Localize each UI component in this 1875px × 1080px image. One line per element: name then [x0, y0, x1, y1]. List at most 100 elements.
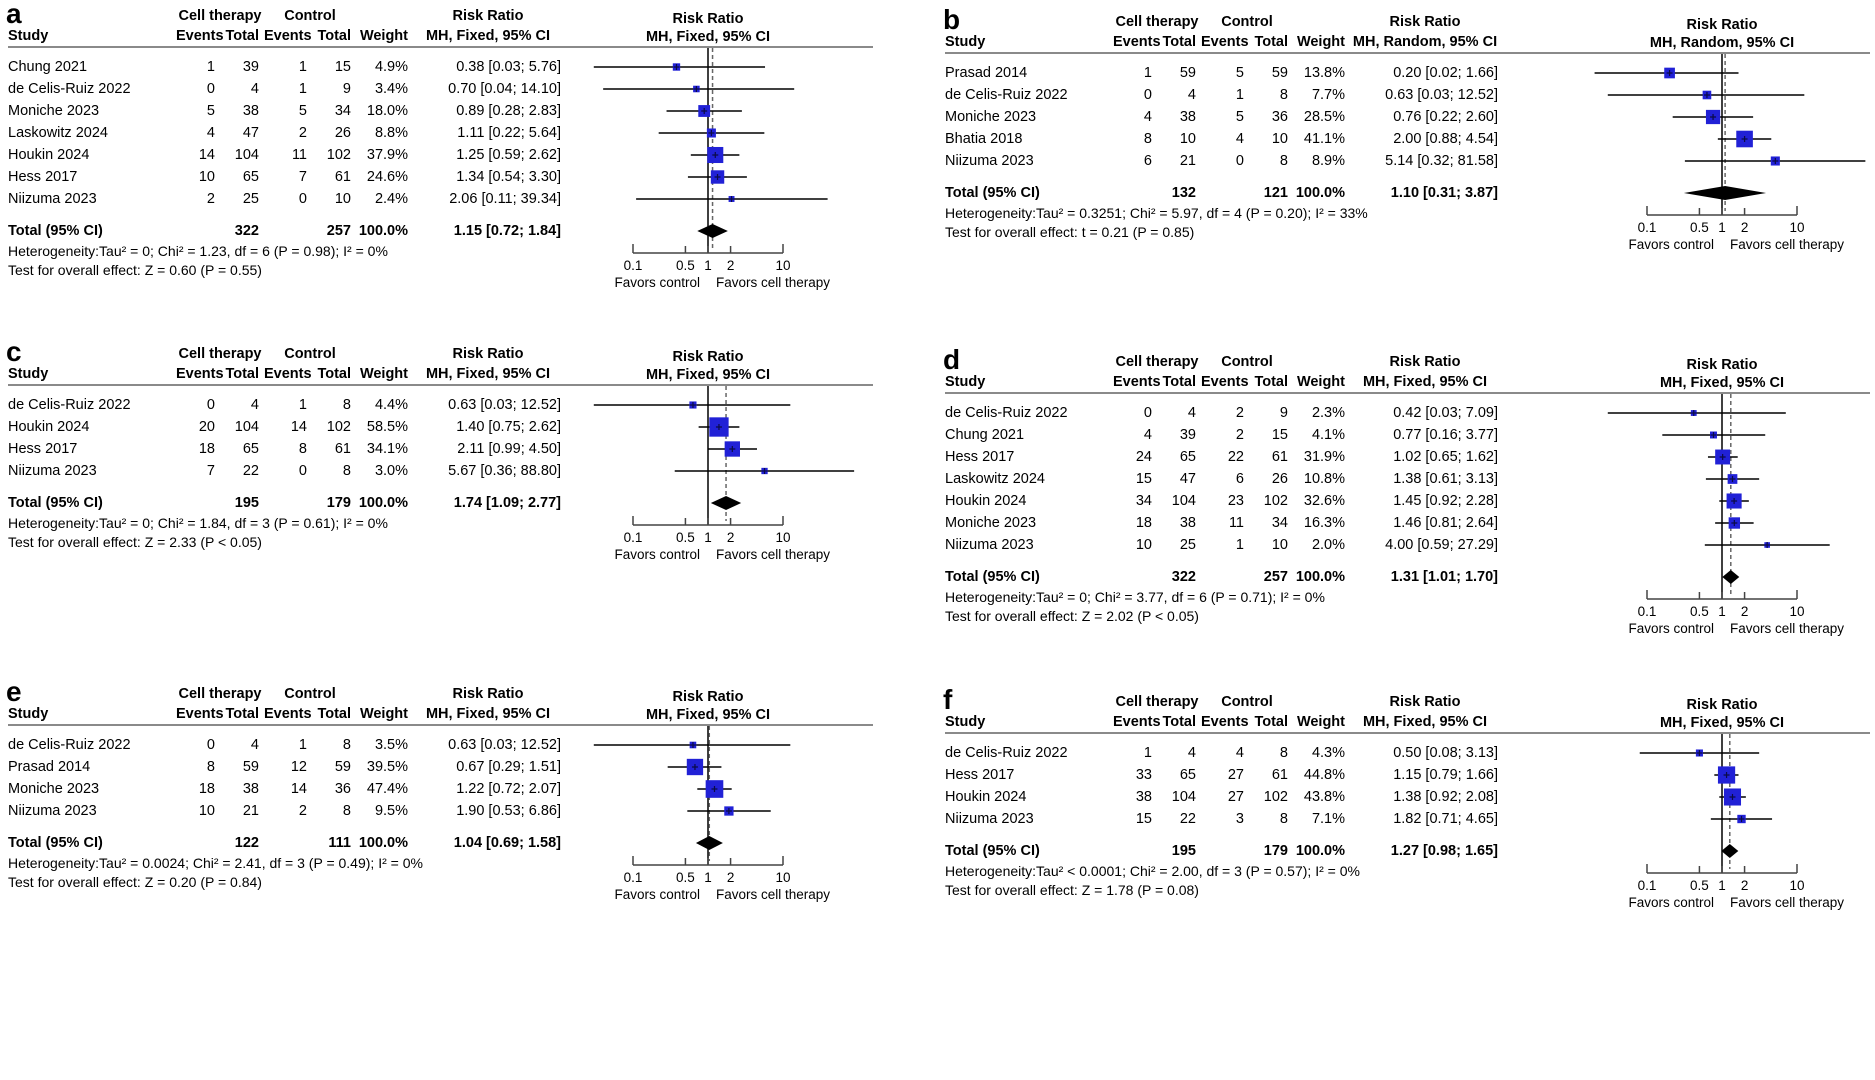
study-header: Study: [945, 714, 986, 730]
risk-ratio-ci: 1.25 [0.59; 2.62]: [456, 147, 561, 163]
effect-point-cross: [1666, 70, 1673, 76]
events2-header: Events: [264, 706, 312, 722]
total-weight: 100.0%: [358, 495, 408, 511]
ci-model-header: MH, Fixed, 95% CI: [425, 706, 551, 722]
control-total: 34: [1271, 515, 1288, 531]
effect-point-cross: [1690, 410, 1697, 416]
cell-total: 104: [1171, 789, 1196, 805]
study-row: Niizuma 2023 2 25 0 10 2.4% 2.06 [0.11; 39.34]: [8, 188, 563, 210]
total-risk-ratio-ci: 1.74 [1.09; 2.77]: [453, 495, 561, 511]
effect-point-cross: [1741, 136, 1748, 142]
group2-header: Control: [1221, 14, 1273, 30]
axis-tick-label: 0.5: [1690, 878, 1709, 893]
favors-cell-therapy-label: Favors cell therapy: [716, 887, 830, 902]
risk-ratio-ci: 0.67 [0.29; 1.51]: [456, 759, 561, 775]
weight-value: 4.1%: [1311, 427, 1345, 443]
study-row: de Celis-Ruiz 2022 0 4 2 9 2.3% 0.42 [0.03; 7.…: [945, 402, 1500, 424]
total1-header: Total: [225, 366, 259, 382]
cell-events: 0: [206, 737, 215, 753]
panel-c: c Cell therapy Control Risk Ratio Study Event…: [6, 338, 873, 565]
favors-control-label: Favors control: [1628, 895, 1714, 910]
total-row: Total (95% CI) 132 121 100.0% 1.10 [0.31; 3.…: [945, 182, 1500, 204]
favors-control-label: Favors control: [1628, 237, 1714, 252]
total-cell-events: [176, 492, 220, 514]
weight-value: 13.8%: [1303, 65, 1345, 81]
cell-events: 8: [206, 759, 215, 775]
cell-events: 24: [1135, 449, 1152, 465]
effect-point-cross: [1719, 454, 1726, 460]
study-row: Moniche 2023 4 38 5 36 28.5% 0.76 [0.22; 2.60]: [945, 106, 1500, 128]
axis-tick-label: 2: [1741, 220, 1749, 235]
weight-value: 2.0%: [1311, 537, 1345, 553]
control-events: 5: [1235, 109, 1244, 125]
ci-model-header: MH, Fixed, 95% CI: [1362, 374, 1488, 390]
effect-point-cross: [714, 174, 721, 180]
control-events: 2: [1235, 405, 1244, 421]
axis-tick-label: 0.1: [1638, 878, 1657, 893]
axis-tick-label: 0.1: [1638, 604, 1657, 619]
study-row: Houkin 2024 14 104 11 102 37.9% 1.25 [0.59; 2.…: [8, 144, 563, 166]
panel-letter: e: [6, 676, 22, 707]
total-cell-n: 195: [1171, 843, 1196, 859]
study-row: de Celis-Ruiz 2022 0 4 1 9 3.4% 0.70 [0.04; 14…: [8, 78, 563, 100]
forest-plot-svg: Risk Ratio MH, Fixed, 95% CI 0.1 0.5 1 2 10 Fav…: [563, 689, 873, 902]
forest-plot: Risk Ratio MH, Fixed, 95% CI 0.1 0.5 1 2 10 Fav…: [563, 6, 873, 293]
total-weight: 100.0%: [1295, 843, 1345, 859]
axis-tick-label: 2: [727, 530, 735, 545]
study-row: Niizuma 2023 10 21 2 8 9.5% 1.90 [0.53; 6.86]: [8, 800, 563, 822]
effect-point-cross: [729, 446, 736, 452]
risk-ratio-header: Risk Ratio: [1389, 14, 1461, 30]
control-total: 10: [1271, 131, 1288, 147]
plot-title: Risk Ratio: [1687, 697, 1758, 713]
effect-point-cross: [715, 424, 722, 430]
study-name: Laskowitz 2024: [945, 471, 1045, 487]
cell-events: 20: [198, 419, 215, 435]
weight-value: 4.4%: [374, 397, 408, 413]
overall-test-text: Test for overall effect: Z = 2.02 (P < 0…: [945, 608, 1199, 624]
cell-total: 65: [1179, 767, 1196, 783]
study-name: Houkin 2024: [945, 789, 1027, 805]
axis-tick-label: 0.1: [624, 530, 643, 545]
risk-ratio-ci: 0.89 [0.28; 2.83]: [456, 103, 561, 119]
weight-value: 18.0%: [366, 103, 408, 119]
cell-events: 15: [1135, 811, 1152, 827]
risk-ratio-ci: 4.00 [0.59; 27.29]: [1385, 537, 1498, 553]
weight-value: 7.1%: [1311, 811, 1345, 827]
risk-ratio-ci: 0.63 [0.03; 12.52]: [448, 397, 561, 413]
control-total: 8: [342, 803, 351, 819]
total-weight: 100.0%: [358, 835, 408, 851]
cell-total: 47: [242, 125, 259, 141]
axis-tick-label: 10: [775, 530, 790, 545]
total-weight: 100.0%: [358, 223, 408, 239]
control-events: 14: [290, 781, 307, 797]
favors-cell-therapy-label: Favors cell therapy: [1730, 237, 1844, 252]
effect-point-cross: [725, 808, 732, 814]
risk-ratio-ci: 0.77 [0.16; 3.77]: [1393, 427, 1498, 443]
study-name: de Celis-Ruiz 2022: [945, 87, 1068, 103]
total-control-events: [1201, 840, 1249, 862]
cell-total: 38: [242, 781, 259, 797]
total-control-events: [1201, 566, 1249, 588]
weight-value: 4.3%: [1311, 745, 1345, 761]
control-total: 61: [334, 441, 351, 457]
risk-ratio-header: Risk Ratio: [452, 8, 524, 24]
weight-value: 3.4%: [374, 81, 408, 97]
cell-total: 39: [1179, 427, 1196, 443]
study-name: Moniche 2023: [945, 515, 1037, 531]
study-name: Prasad 2014: [945, 65, 1028, 81]
effect-point-cross: [1723, 772, 1730, 778]
total-cell-events: [1113, 566, 1157, 588]
panel-f: f Cell therapy Control Risk Ratio Study Event…: [943, 686, 1870, 913]
risk-ratio-ci: 1.82 [0.71; 4.65]: [1393, 811, 1498, 827]
risk-ratio-ci: 1.90 [0.53; 6.86]: [456, 803, 561, 819]
control-total: 8: [1279, 153, 1288, 169]
total-label: Total (95% CI): [945, 185, 1040, 201]
total2-header: Total: [317, 28, 351, 44]
group1-header: Cell therapy: [1115, 694, 1199, 710]
table-header: Cell therapy Control Risk Ratio Study Events…: [945, 352, 1500, 394]
study-row: Hess 2017 33 65 27 61 44.8% 1.15 [0.79; 1.66]: [945, 764, 1500, 786]
control-events: 1: [298, 81, 307, 97]
heterogeneity-text: Heterogeneity:Tau² < 0.0001; Chi² = 2.00…: [945, 863, 1360, 879]
study-name: Houkin 2024: [8, 147, 90, 163]
total-risk-ratio-ci: 1.10 [0.31; 3.87]: [1390, 185, 1498, 201]
